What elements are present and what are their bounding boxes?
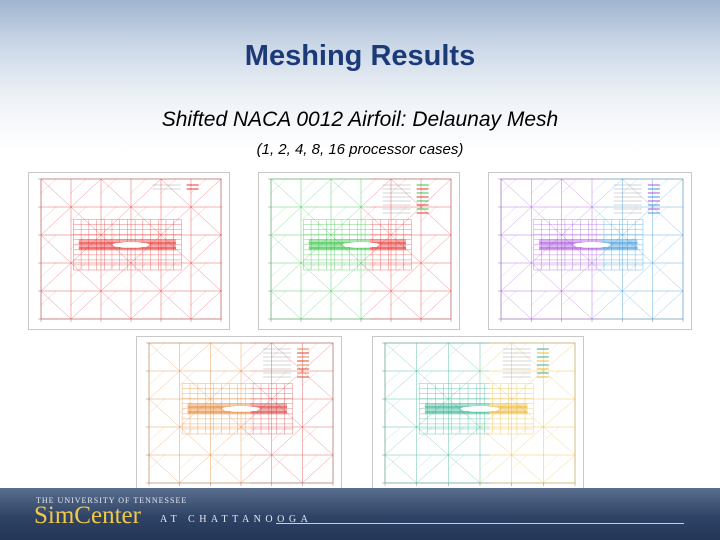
mesh-plot-8-processors [136, 336, 342, 494]
footer-banner: THE UNIVERSITY OF TENNESSEE SimCenter AT… [0, 488, 720, 540]
mesh-plot-1-processor [28, 172, 230, 330]
mesh-plot-4-processors [488, 172, 692, 330]
footer-divider [276, 523, 684, 524]
mesh-plot-2-processors [258, 172, 460, 330]
campus-name: AT CHATTANOOGA [160, 514, 313, 525]
university-name: THE UNIVERSITY OF TENNESSEE [36, 496, 188, 505]
slide-title: Meshing Results [244, 40, 476, 72]
mesh-plot-16-processors [372, 336, 584, 494]
slide-caption: (1, 2, 4, 8, 16 processor cases) [256, 141, 464, 158]
slide-subtitle: Shifted NACA 0012 Airfoil: Delaunay Mesh [161, 108, 559, 131]
simcenter-logo: SimCenter [34, 502, 141, 529]
